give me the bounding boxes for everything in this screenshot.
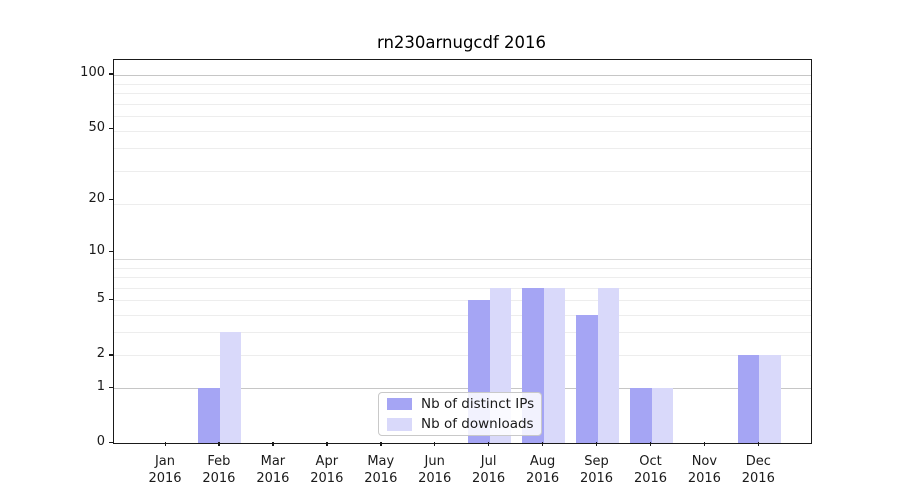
- x-tick-label-sep: Sep 2016: [579, 454, 614, 486]
- y-tick-0: [109, 442, 113, 444]
- gridline-2: [114, 355, 811, 357]
- gridline-5: [114, 299, 811, 301]
- gridline-29: [114, 171, 811, 173]
- x-tick-nov: [703, 442, 706, 446]
- bar-sep-distinct-ips: [576, 314, 598, 443]
- gridline-6: [114, 287, 811, 289]
- x-tick-apr: [326, 442, 328, 446]
- y-tick-label-2: 2: [96, 346, 105, 362]
- legend-swatch-downloads-icon: [387, 418, 412, 431]
- x-tick-label-apr: Apr 2016: [310, 454, 344, 486]
- y-tick-100: [109, 73, 113, 75]
- bar-aug-downloads: [543, 287, 566, 443]
- gridline-99: [114, 75, 811, 77]
- x-tick-label-jun: Jun 2016: [418, 454, 452, 486]
- y-tick-label-20: 20: [88, 190, 105, 206]
- x-tick-jul: [488, 442, 490, 446]
- gridline-59: [114, 116, 811, 117]
- gridline-39: [114, 148, 811, 150]
- gridline-7: [114, 276, 811, 278]
- legend-label-distinct-ips: Nb of distinct IPs: [421, 395, 535, 412]
- y-tick-50: [109, 128, 113, 130]
- gridline-3: [114, 332, 811, 334]
- x-tick-sep: [596, 442, 598, 446]
- gridline-1: [114, 387, 811, 389]
- y-tick-label-0: 0: [96, 434, 105, 449]
- y-tick-label-5: 5: [96, 290, 105, 306]
- bar-oct-downloads: [651, 387, 673, 443]
- x-tick-label-nov: Nov 2016: [687, 454, 721, 486]
- legend-item-distinct-ips: Nb of distinct IPs: [379, 395, 541, 413]
- gridline-49: [114, 130, 811, 132]
- plot-area: [113, 59, 812, 444]
- bar-sep-downloads: [597, 287, 619, 443]
- bar-feb-distinct-ips: [198, 387, 220, 443]
- legend-swatch-distinct-ips-icon: [387, 397, 412, 410]
- x-tick-label-dec: Dec 2016: [741, 454, 775, 486]
- x-tick-aug: [542, 442, 544, 446]
- y-tick-label-100: 100: [80, 65, 105, 81]
- legend: Nb of distinct IPs Nb of downloads: [378, 392, 542, 436]
- x-tick-label-jan: Jan 2016: [148, 454, 182, 486]
- legend-label-downloads: Nb of downloads: [421, 416, 534, 433]
- y-tick-2: [109, 354, 113, 356]
- x-tick-may: [380, 442, 382, 446]
- x-tick-dec: [757, 442, 760, 446]
- y-tick-5: [109, 298, 113, 301]
- bar-dec-downloads: [759, 355, 781, 443]
- y-tick-20: [109, 198, 113, 201]
- x-tick-label-aug: Aug 2016: [526, 454, 560, 486]
- y-tick-label-10: 10: [88, 242, 105, 258]
- x-tick-label-may: May 2016: [364, 454, 398, 486]
- legend-item-downloads: Nb of downloads: [379, 416, 541, 434]
- x-tick-label-oct: Oct 2016: [633, 454, 668, 486]
- gridline-9: [114, 259, 811, 261]
- x-tick-oct: [650, 442, 652, 446]
- x-tick-label-mar: Mar 2016: [256, 454, 290, 486]
- x-tick-jan: [164, 442, 166, 446]
- x-tick-label-jul: Jul 2016: [472, 454, 506, 486]
- x-tick-jun: [434, 442, 436, 446]
- x-tick-feb: [218, 442, 220, 446]
- chart-title: rn230arnugcdf 2016: [376, 33, 547, 52]
- bar-dec-distinct-ips: [737, 355, 760, 443]
- gridline-79: [114, 93, 811, 94]
- gridline-8: [114, 267, 811, 269]
- x-tick-label-feb: Feb 2016: [202, 454, 236, 486]
- y-tick-label-50: 50: [88, 120, 105, 135]
- gridline-69: [114, 103, 811, 105]
- gridline-4: [114, 314, 811, 316]
- y-tick-10: [109, 250, 113, 252]
- x-tick-mar: [272, 442, 274, 446]
- bar-feb-downloads: [219, 332, 242, 443]
- gridline-89: [114, 83, 811, 85]
- bar-oct-distinct-ips: [630, 387, 652, 443]
- gridline-19: [114, 203, 811, 205]
- y-tick-1: [109, 386, 113, 388]
- y-tick-label-1: 1: [96, 378, 105, 394]
